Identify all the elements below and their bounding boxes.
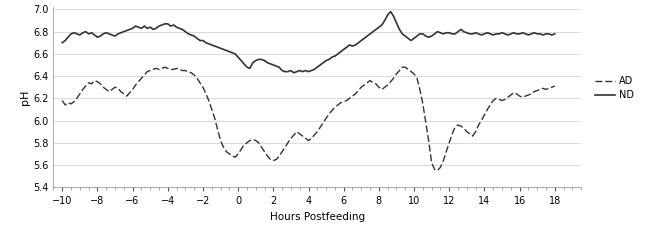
- AD: [448, 132, 456, 135]
- ND: [387, 10, 395, 13]
- AD: [550, 85, 558, 88]
- AD: [457, 125, 465, 127]
- ND: [550, 32, 558, 35]
- X-axis label: Hours Postfeeding: Hours Postfeeding: [270, 212, 365, 222]
- AD: [161, 66, 169, 69]
- AD: [533, 89, 541, 92]
- ND: [190, 35, 198, 37]
- ND: [448, 32, 456, 35]
- AD: [193, 77, 201, 80]
- AD: [58, 99, 66, 102]
- ND: [533, 32, 541, 35]
- AD: [255, 141, 263, 144]
- Legend: AD, ND: AD, ND: [591, 72, 637, 104]
- ND: [290, 71, 298, 74]
- ND: [252, 59, 260, 62]
- Line: ND: ND: [62, 12, 554, 73]
- ND: [58, 41, 66, 44]
- Line: AD: AD: [62, 67, 554, 171]
- ND: [484, 31, 492, 34]
- ND: [457, 28, 465, 31]
- Y-axis label: pH: pH: [21, 90, 31, 105]
- AD: [434, 169, 442, 172]
- AD: [484, 108, 492, 111]
